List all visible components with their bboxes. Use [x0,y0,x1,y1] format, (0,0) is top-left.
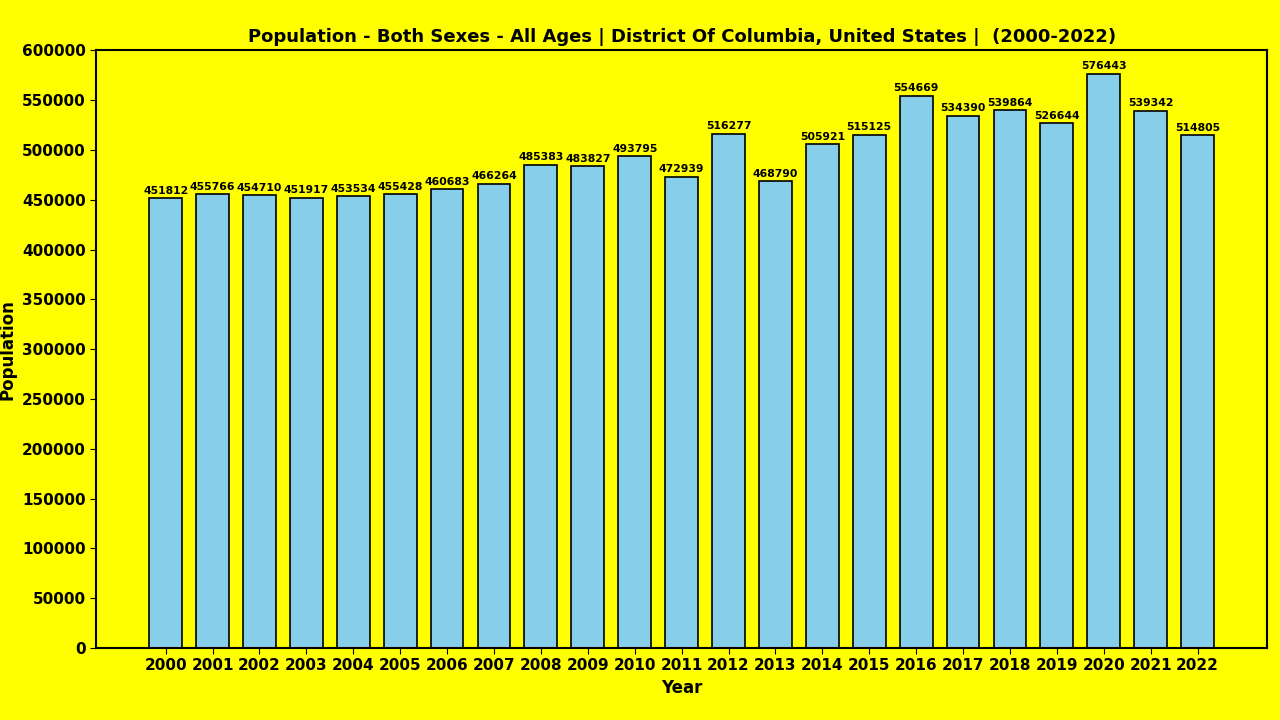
Bar [712,134,745,648]
Text: 526644: 526644 [1034,111,1079,121]
Text: 454710: 454710 [237,183,282,193]
Bar [852,135,886,648]
Text: 514805: 514805 [1175,123,1220,132]
Bar [1134,111,1167,648]
Bar [806,144,838,648]
Bar [150,198,182,648]
Bar [1087,74,1120,648]
Text: 468790: 468790 [753,168,799,179]
Bar [1041,123,1073,648]
Y-axis label: Population: Population [0,299,17,400]
Bar [477,184,511,648]
Bar [759,181,792,648]
Bar [993,110,1027,648]
Text: 505921: 505921 [800,132,845,142]
Text: 466264: 466264 [471,171,517,181]
Bar [571,166,604,648]
Bar [947,116,979,648]
Text: 453534: 453534 [330,184,376,194]
Text: 451917: 451917 [284,186,329,195]
Text: 554669: 554669 [893,83,938,93]
Title: Population - Both Sexes - All Ages | District Of Columbia, United States |  (200: Population - Both Sexes - All Ages | Dis… [247,28,1116,46]
Text: 516277: 516277 [705,121,751,131]
Bar [196,194,229,648]
Text: 483827: 483827 [564,153,611,163]
Text: 455428: 455428 [378,182,422,192]
Text: 576443: 576443 [1080,61,1126,71]
Bar [618,156,652,648]
Text: 451812: 451812 [143,186,188,196]
Bar [900,96,933,648]
X-axis label: Year: Year [660,679,703,697]
Bar [384,194,416,648]
Text: 539864: 539864 [987,98,1033,108]
Text: 460683: 460683 [425,176,470,186]
Text: 515125: 515125 [846,122,892,132]
Bar [1181,135,1213,648]
Text: 472939: 472939 [659,164,704,174]
Text: 485383: 485383 [518,152,563,162]
Bar [291,198,323,648]
Bar [525,165,557,648]
Bar [666,177,698,648]
Bar [243,195,276,648]
Bar [430,189,463,648]
Bar [337,197,370,648]
Text: 493795: 493795 [612,144,658,153]
Text: 534390: 534390 [941,103,986,113]
Text: 539342: 539342 [1128,99,1174,108]
Text: 455766: 455766 [189,181,236,192]
